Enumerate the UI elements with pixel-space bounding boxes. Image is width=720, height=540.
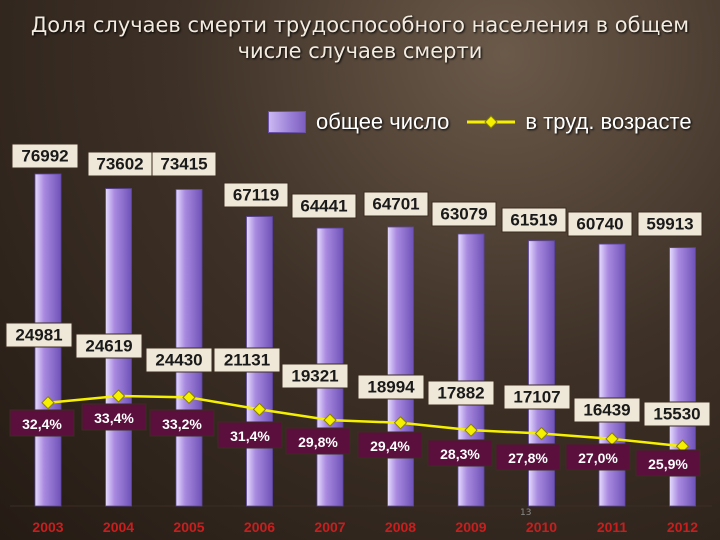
x-tick-label: 2005: [173, 519, 204, 535]
data-label-percent: 29,8%: [298, 434, 338, 450]
x-tick-label: 2006: [244, 519, 275, 535]
data-label-total: 73415: [160, 155, 207, 174]
data-label-working-age: 24981: [15, 326, 62, 345]
data-label-total: 73602: [96, 155, 143, 174]
data-label-percent: 27,8%: [508, 450, 548, 466]
data-label-working-age: 19321: [291, 367, 338, 386]
data-label-percent: 29,4%: [370, 438, 410, 454]
data-label-working-age: 21131: [224, 351, 270, 370]
data-label-percent: 27,0%: [578, 450, 618, 466]
data-label-percent: 32,4%: [22, 416, 62, 432]
x-tick-label: 2008: [385, 519, 416, 535]
data-label-working-age: 18994: [367, 378, 415, 397]
data-label-total: 64701: [372, 195, 419, 214]
data-label-total: 61519: [510, 211, 557, 230]
data-label-working-age: 16439: [583, 401, 630, 420]
bar-total: [388, 227, 414, 506]
data-label-total: 59913: [646, 215, 693, 234]
data-label-working-age: 24619: [85, 337, 132, 356]
x-tick-label: 2007: [314, 519, 345, 535]
x-tick-label: 2012: [667, 519, 698, 535]
slide-number: 13: [520, 508, 531, 518]
data-label-percent: 28,3%: [440, 446, 480, 462]
data-label-working-age: 24430: [155, 351, 202, 370]
data-label-total: 64441: [300, 197, 347, 216]
data-label-total: 67119: [233, 186, 279, 205]
data-label-percent: 33,2%: [162, 416, 202, 432]
data-label-percent: 25,9%: [648, 456, 688, 472]
data-label-working-age: 17107: [513, 388, 560, 407]
data-label-total: 76992: [21, 147, 68, 166]
data-label-percent: 31,4%: [230, 428, 270, 444]
data-label-percent: 33,4%: [94, 410, 134, 426]
data-label-working-age: 15530: [653, 405, 700, 424]
data-label-total: 63079: [440, 205, 487, 224]
x-tick-label: 2011: [597, 519, 628, 535]
x-tick-label: 2003: [32, 519, 63, 535]
x-tick-label: 2009: [455, 519, 486, 535]
data-label-working-age: 17882: [437, 384, 484, 403]
x-tick-label: 2004: [103, 519, 134, 535]
x-tick-label: 2010: [526, 519, 557, 535]
data-label-total: 60740: [576, 215, 623, 234]
